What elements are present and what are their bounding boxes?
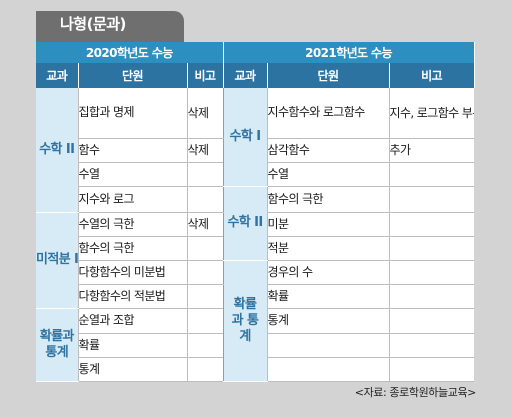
source-caption: <자료: 종로학원하늘교육> <box>354 386 477 399</box>
note-cell <box>388 162 475 187</box>
note-cell <box>388 212 475 237</box>
unit-cell: 수열 <box>77 162 187 187</box>
figure-title: 나형(문과) <box>60 15 126 33</box>
subject-2021-math2: 수학 II <box>222 186 267 261</box>
unit-cell: 지수와 로그 <box>77 186 187 213</box>
note-cell <box>186 236 223 261</box>
unit-cell: 다항함수의 미분법 <box>77 260 187 285</box>
unit-cell: 집합과 명제 <box>77 88 187 139</box>
note-cell: 삭제 <box>186 138 223 163</box>
table-row: 확률 <box>36 333 475 358</box>
note-cell: 삭제 <box>186 212 223 237</box>
unit-cell: 확률 <box>266 284 389 309</box>
table-row: 수열 수열 <box>36 162 475 187</box>
note-cell <box>186 260 223 285</box>
table-row: 미적분 I 수열의 극한 삭제 미분 <box>36 212 475 309</box>
unit-cell: 다항함수의 적분법 <box>77 284 187 309</box>
col-subject-2020: 교과 <box>36 63 79 88</box>
note-cell: 추가 <box>388 138 475 163</box>
subject-2020-calculus1: 미적분 I <box>36 212 78 309</box>
unit-cell <box>266 357 389 382</box>
curriculum-table: 2020학년도 수능 2021학년도 수능 교과 단원 비고 교과 단원 비고 … <box>36 42 475 382</box>
column-header-row: 교과 단원 비고 교과 단원 비고 <box>36 63 475 88</box>
note-cell: 지수, 로그함수 부분 추가 <box>388 88 475 139</box>
col-note-2020: 비고 <box>187 63 224 88</box>
title-tab <box>36 11 184 42</box>
note-cell <box>186 357 223 382</box>
unit-cell: 함수 <box>77 138 187 163</box>
note-cell <box>388 308 475 334</box>
unit-cell: 미분 <box>266 212 389 237</box>
subject-2020-probability-statistics: 확률과 통계 <box>36 308 78 382</box>
note-cell <box>388 357 475 382</box>
note-cell <box>388 260 475 285</box>
note-cell <box>388 236 475 261</box>
subject-2020-math2: 수학 II <box>36 88 78 213</box>
table-row: 확률과 통계 순열과 조합 통계 <box>36 308 475 382</box>
unit-cell: 순열과 조합 <box>77 308 187 334</box>
table-row: 함수의 극한 적분 <box>36 236 475 261</box>
unit-cell: 삼각함수 <box>266 138 389 163</box>
table-row: 수학 II 집합과 명제 삭제 수학 I 지수함수와 로그함수 지수, 로그함수… <box>36 88 475 213</box>
unit-cell: 경우의 수 <box>266 260 389 285</box>
subject-2021-probability-statistics: 확률과 통계 <box>222 260 267 382</box>
year-header-row: 2020학년도 수능 2021학년도 수능 <box>36 42 475 63</box>
unit-cell: 지수함수와 로그함수 <box>266 88 389 139</box>
table-row: 다항함수의 미분법 확률과 통계 경우의 수 <box>36 260 475 382</box>
unit-cell: 수열의 극한 <box>77 212 187 237</box>
unit-cell: 함수의 극한 <box>77 236 187 261</box>
unit-cell: 수열 <box>266 162 389 187</box>
unit-cell <box>266 333 389 358</box>
table-row: 통계 <box>36 357 475 382</box>
unit-cell: 확률 <box>77 333 187 358</box>
note-cell <box>388 284 475 309</box>
table-row: 지수와 로그 수학 II 함수의 극한 <box>36 186 475 261</box>
col-subject-2021: 교과 <box>223 63 268 88</box>
col-unit-2020: 단원 <box>78 63 188 88</box>
unit-cell: 통계 <box>266 308 389 334</box>
unit-cell: 통계 <box>77 357 187 382</box>
note-cell <box>186 162 223 187</box>
unit-cell: 적분 <box>266 236 389 261</box>
subject-2021-math1: 수학 I <box>222 88 267 187</box>
col-unit-2021: 단원 <box>267 63 390 88</box>
note-cell <box>186 284 223 309</box>
note-cell: 삭제 <box>186 88 223 139</box>
table-row: 함수 삭제 삼각함수 추가 <box>36 138 475 163</box>
unit-cell: 함수의 극한 <box>266 186 389 213</box>
note-cell <box>388 333 475 358</box>
col-note-2021: 비고 <box>389 63 475 88</box>
note-cell <box>186 333 223 358</box>
table-row: 다항함수의 적분법 확률 <box>36 284 475 309</box>
year-header-2020: 2020학년도 수능 <box>36 42 224 63</box>
note-cell <box>186 308 223 334</box>
note-cell <box>186 186 223 213</box>
note-cell <box>388 186 475 213</box>
year-header-2021: 2021학년도 수능 <box>223 42 475 63</box>
